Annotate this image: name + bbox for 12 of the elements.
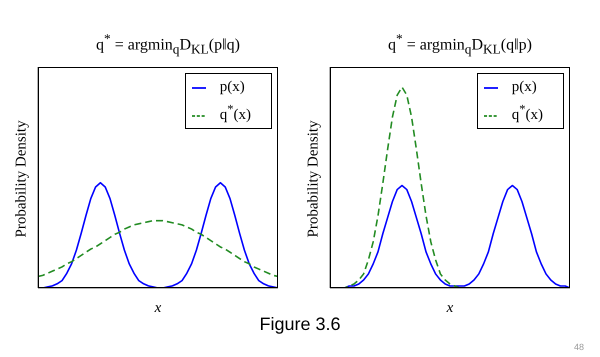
chart-title: q$^{*}$ = argmin$_{q}$D$_{KL}$(q‖p) — [388, 31, 532, 58]
legend-label: p(x) — [512, 79, 537, 95]
legend-label: p(x) — [220, 79, 245, 95]
legend-label: q$^{*}$(x) — [512, 102, 543, 123]
chart-title: q$^{*}$ = argmin$_{q}$D$_{KL}$(p‖q) — [96, 31, 240, 58]
x-axis-title: x — [154, 300, 162, 316]
legend-label: q$^{*}$(x) — [220, 102, 251, 123]
caption: Figure 3.6 — [259, 314, 341, 334]
x-axis-title: x — [446, 300, 454, 316]
y-axis-title: Probability Density — [305, 120, 322, 238]
text: 48 — [574, 342, 584, 352]
y-axis-title: Probability Density — [13, 120, 30, 238]
